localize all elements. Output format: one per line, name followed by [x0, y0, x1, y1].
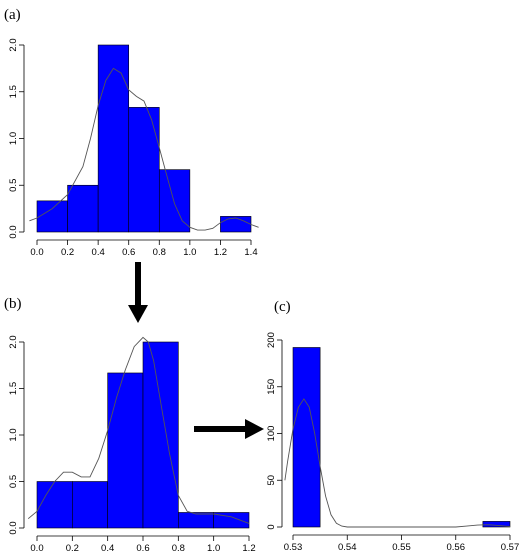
histogram-bar-a-4	[158, 169, 191, 233]
y-tick-label-c-2: 100	[266, 426, 277, 442]
y-tick-label-a-2: 1.0	[8, 132, 19, 145]
x-tick-label-a-0: 0.0	[30, 247, 43, 258]
y-tick-label-c-3: 150	[266, 379, 277, 395]
histogram-bar-b-4	[178, 512, 214, 529]
x-tick-label-c-3: 0.56	[447, 542, 466, 553]
x-tick-label-b-6: 1.2	[242, 543, 255, 554]
histogram-bar-b-2	[107, 372, 144, 529]
panel-label-c: (c)	[274, 299, 291, 315]
histogram-bar-b-5	[213, 512, 250, 529]
x-tick-label-b-5: 1.0	[207, 543, 220, 554]
y-tick-label-b-4: 2.0	[8, 335, 19, 348]
x-tick-label-c-1: 0.54	[338, 542, 357, 553]
x-tick-label-c-0: 0.53	[284, 542, 303, 553]
histogram-bar-c-0	[292, 347, 321, 528]
arrow-right-icon	[194, 419, 264, 439]
histogram-bar-a-3	[128, 107, 160, 233]
y-tick-label-b-1: 0.5	[8, 475, 19, 488]
histogram-bar-c-7	[482, 521, 511, 528]
histogram-bar-b-3	[142, 341, 179, 529]
y-tick-label-c-0: 0	[266, 524, 277, 529]
histogram-bar-a-1	[67, 184, 99, 233]
x-tick-label-b-3: 0.6	[136, 543, 149, 554]
x-tick-label-a-1: 0.2	[61, 247, 74, 258]
x-tick-label-b-4: 0.8	[172, 543, 185, 554]
x-tick-label-b-2: 0.4	[101, 543, 114, 554]
panel-label-b: (b)	[4, 296, 22, 312]
y-tick-label-a-3: 1.5	[8, 85, 19, 98]
histogram-panel-c: (c) 0.53 0.54 0.55 0.56 0.57 0 50 100 150 200	[266, 299, 519, 553]
y-tick-label-b-2: 1.0	[8, 428, 19, 441]
y-tick-label-c-1: 50	[266, 475, 277, 486]
x-tick-label-a-7: 1.4	[244, 247, 257, 258]
x-tick-label-b-0: 0.0	[30, 543, 43, 554]
y-tick-label-a-4: 2.0	[8, 38, 19, 51]
x-tick-label-b-1: 0.2	[66, 543, 79, 554]
density-curve-b	[27, 336, 250, 524]
x-tick-label-c-4: 0.57	[501, 542, 520, 553]
histogram-bar-a-0	[36, 200, 68, 233]
x-tick-label-a-5: 1.0	[183, 247, 196, 258]
histogram-panel-b: (b) 0.0 0.2 0.4 0.6 0.8 1.0 1.2 0.0 0.5 1.0 1.5 2.0	[4, 296, 256, 554]
y-tick-label-b-0: 0.0	[8, 521, 19, 534]
x-tick-label-c-2: 0.55	[392, 542, 411, 553]
density-curve-c	[284, 398, 511, 528]
y-tick-label-c-4: 200	[266, 332, 277, 348]
y-tick-label-a-0: 0.0	[8, 225, 19, 238]
histogram-bar-b-0	[36, 481, 73, 529]
panel-label-a: (a)	[4, 7, 21, 23]
x-tick-label-a-6: 1.2	[214, 247, 227, 258]
histogram-bar-a-6	[220, 216, 252, 233]
y-tick-label-b-3: 1.5	[8, 382, 19, 395]
x-tick-label-a-4: 0.8	[153, 247, 166, 258]
density-curve-a	[29, 67, 259, 231]
histogram-bar-a-2	[97, 44, 130, 233]
y-tick-label-a-1: 0.5	[8, 179, 19, 192]
histogram-bar-b-1	[72, 481, 108, 529]
arrow-down-icon	[128, 262, 148, 323]
histogram-panel-a: (a) 0.0 0.2 0.4 0.6 0.8 1.0 1.2 1.4 0.0 0.5 1.0 1.5…	[4, 7, 259, 258]
x-tick-label-a-2: 0.4	[92, 247, 105, 258]
x-tick-label-a-3: 0.6	[122, 247, 135, 258]
